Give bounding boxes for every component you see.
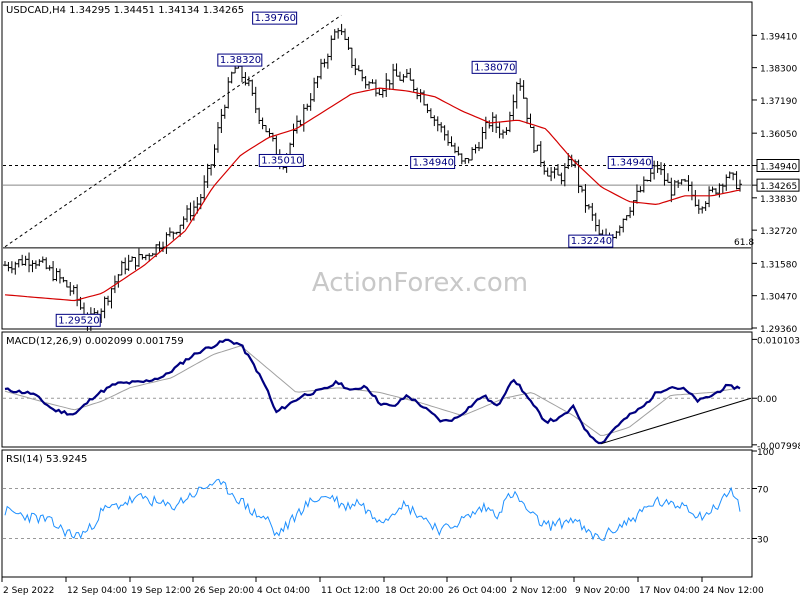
x-axis-label: 2 Nov 12:00 [512, 586, 567, 596]
x-axis-label: 9 Nov 20:00 [575, 586, 630, 596]
price-axis-label: 1.36050 [760, 130, 797, 140]
price-axis-label: 1.32720 [760, 227, 797, 237]
price-annotation-label: 1.32240 [571, 236, 612, 247]
x-axis-label: 11 Oct 12:00 [321, 586, 380, 596]
price-axis-label: 1.38300 [760, 65, 797, 75]
ma-line [4, 87, 741, 302]
axis-layer: 1.39410 1.38300 1.37190 1.36050 1.34940 1.342… [1, 32, 800, 596]
watermark: ActionForex.com [312, 268, 528, 298]
price-layer: 61.8 1.39760 1.38320 1.38070 1.35010 1.34940 1… [3, 11, 754, 331]
x-axis-label: 24 Nov 12:00 [703, 586, 764, 596]
price-annotation-label: 1.38070 [474, 62, 515, 73]
x-axis-label: 12 Sep 04:00 [67, 586, 127, 596]
price-annotation-box [258, 153, 304, 167]
price-axis-label: 1.30470 [760, 293, 797, 303]
rsi-label: RSI(14) 53.9245 [6, 454, 87, 465]
rsi-axis-label: 70 [757, 486, 769, 496]
fib-label: 61.8 [734, 238, 754, 248]
x-axis-label: 4 Oct 04:00 [257, 586, 310, 596]
price-annotation-box [55, 313, 101, 327]
macd-axis-label: 0.010103 [757, 336, 800, 346]
price-annotation-label: 1.34940 [610, 158, 651, 169]
price-annotation-box [471, 60, 517, 74]
x-axis-label: 26 Sep 20:00 [194, 586, 254, 596]
price-annotation-box [568, 234, 614, 248]
x-axis-label: 19 Sep 12:00 [131, 586, 191, 596]
price-annotation-label: 1.35010 [261, 155, 302, 166]
rsi-layer [3, 478, 751, 541]
price-annotation-label: 1.29520 [58, 315, 99, 326]
macd-panel-frame [1, 331, 753, 448]
price-axis-label-box [756, 178, 800, 192]
macd-axis-label: 0.00 [757, 395, 777, 405]
price-annotation-label: 1.38320 [220, 55, 261, 66]
price-axis-label: 1.37190 [760, 97, 797, 107]
macd-signal-line [4, 345, 741, 436]
x-axis-label: 26 Oct 04:00 [448, 586, 507, 596]
symbol-header: USDCAD,H4 1.34295 1.34451 1.34134 1.3426… [6, 5, 244, 16]
price-axis-label: 1.33830 [760, 195, 797, 205]
price-annotation-box [252, 11, 298, 25]
rsi-panel-frame [1, 449, 753, 578]
price-annotation-box [410, 156, 456, 169]
rsi-axis-label: 100 [757, 448, 774, 458]
price-axis-label-box [756, 159, 800, 172]
price-axis-label: 1.29360 [760, 325, 797, 335]
price-annotation-box [607, 156, 653, 169]
x-axis-label: 17 Nov 04:00 [639, 586, 700, 596]
price-axis-label: 1.34940 [760, 163, 797, 173]
price-axis-label: 1.34265 [760, 182, 797, 192]
price-annotation-label: 1.34940 [413, 158, 454, 169]
macd-line [4, 338, 741, 445]
x-axis-label: 18 Oct 20:00 [385, 586, 444, 596]
macd-axis-label: -0.007998 [757, 442, 800, 452]
macd-trendline [601, 397, 752, 445]
price-axis-label: 1.39410 [760, 32, 797, 42]
macd-label: MACD(12,26,9) 0.002099 0.001759 [6, 336, 184, 347]
x-axis-label: 2 Sep 2022 [3, 586, 54, 596]
macd-layer [3, 338, 752, 445]
channel-line [4, 14, 342, 248]
rsi-line [4, 478, 741, 541]
price-axis-label: 1.31580 [760, 260, 797, 270]
rsi-axis-label: 30 [757, 536, 769, 546]
price-annotation-box [217, 53, 263, 67]
price-annotation-label: 1.39760 [255, 13, 296, 24]
